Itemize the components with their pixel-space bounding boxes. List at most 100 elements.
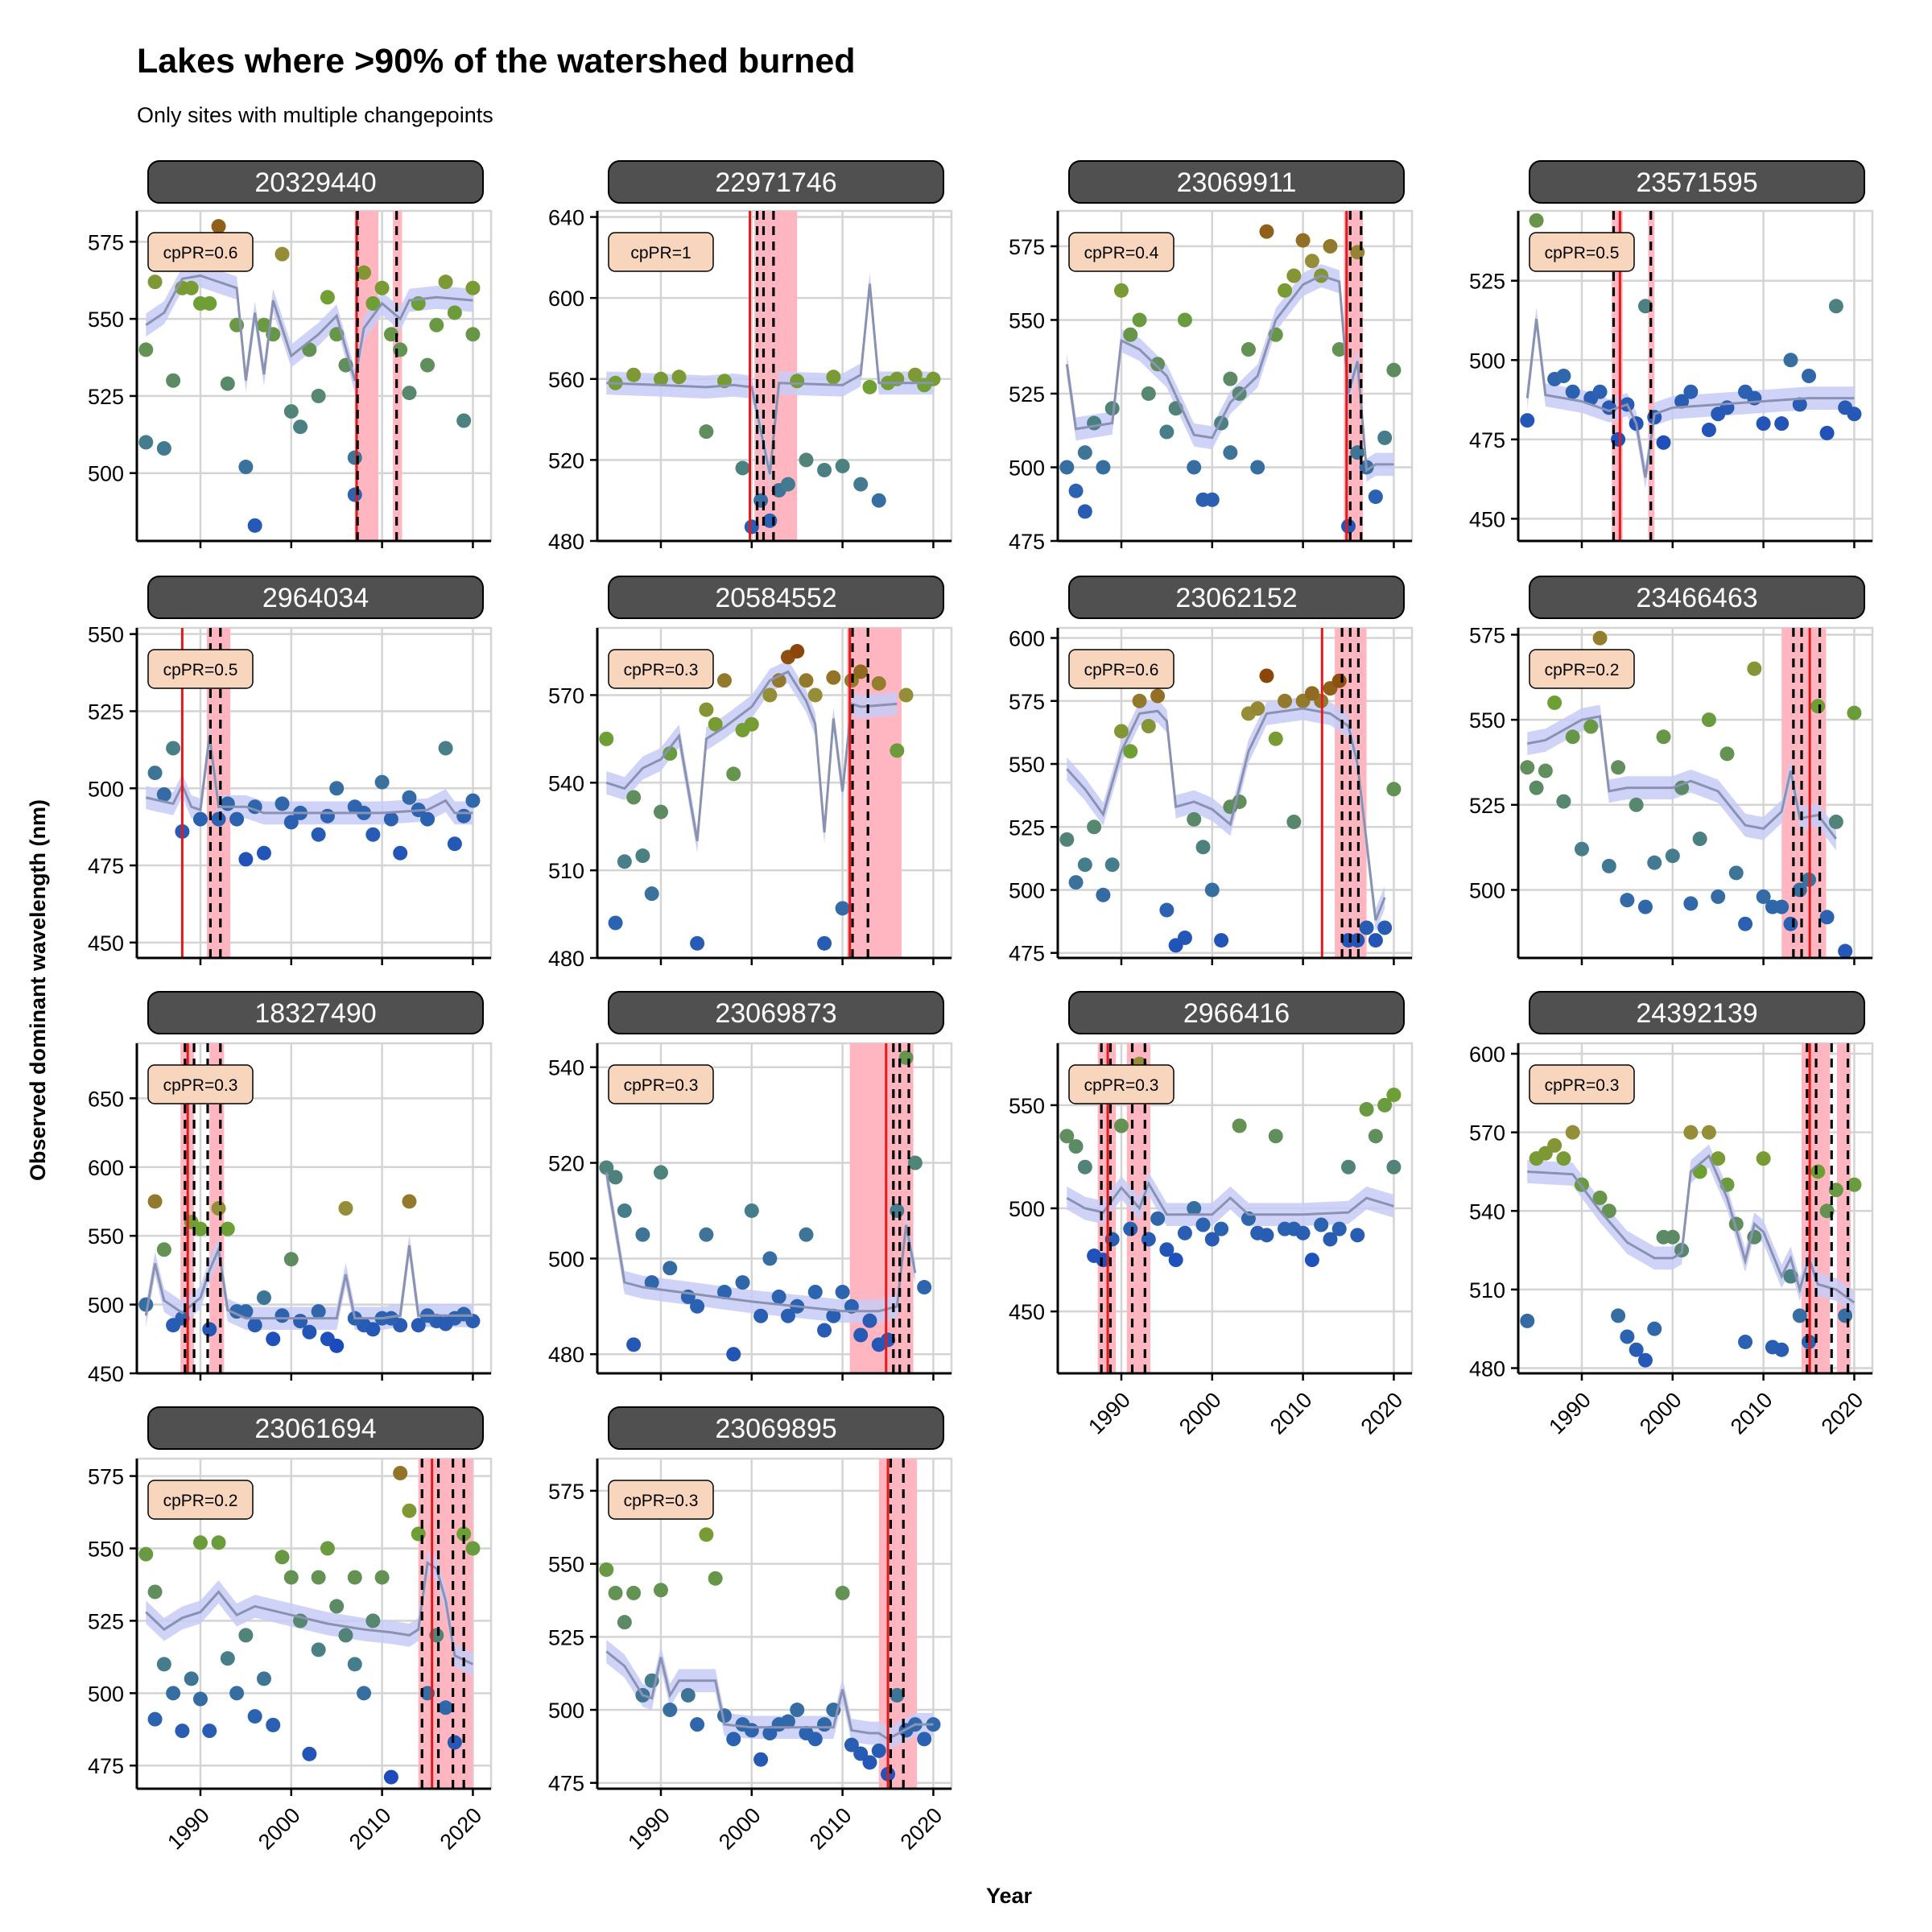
y-tick-label: 540: [548, 771, 584, 795]
y-tick-label: 575: [1009, 235, 1045, 259]
data-point: [1204, 1232, 1220, 1247]
data-point: [1747, 661, 1762, 676]
chart-subtitle: Only sites with multiple changepoints: [137, 103, 493, 127]
y-tick-label: 475: [88, 854, 124, 878]
data-point: [402, 790, 417, 805]
y-tick-label: 575: [548, 1480, 584, 1504]
data-point: [329, 1338, 345, 1353]
facet-strip: [147, 576, 484, 619]
y-tick-label: 550: [88, 308, 124, 332]
data-point: [357, 1686, 372, 1701]
data-point: [835, 1585, 850, 1600]
data-point: [744, 1203, 759, 1218]
trend-ribbon: [1067, 696, 1385, 932]
trend-ribbon: [606, 1161, 915, 1323]
data-point: [184, 280, 199, 295]
data-point: [826, 670, 841, 685]
facet-strip-label: 20584552: [715, 583, 836, 613]
data-point: [465, 1541, 481, 1556]
data-point: [1177, 1225, 1192, 1241]
data-point: [402, 1503, 417, 1518]
data-point: [147, 1584, 163, 1600]
data-point: [1838, 943, 1853, 959]
data-point: [365, 295, 381, 311]
data-point: [1683, 896, 1699, 911]
x-tick-label: 2020: [436, 1803, 487, 1855]
facet-strip-label: 18327490: [254, 998, 376, 1029]
y-tick-label: 575: [88, 1465, 124, 1489]
data-point: [799, 1227, 814, 1242]
data-point: [1259, 668, 1274, 683]
x-tick-label: 2020: [896, 1803, 947, 1855]
y-tick-label: 500: [88, 1682, 124, 1706]
data-point: [1386, 782, 1402, 797]
trend-line: [144, 1245, 473, 1320]
data-point: [1565, 729, 1580, 745]
facet-strip-label: 23069873: [715, 998, 836, 1029]
y-tick-label: 600: [1009, 627, 1045, 651]
data-point: [438, 1700, 453, 1715]
data-point: [447, 836, 462, 852]
data-point: [138, 435, 154, 450]
data-point: [690, 935, 705, 951]
y-tick-label: 550: [1009, 1094, 1045, 1118]
data-point: [1077, 1159, 1092, 1174]
y-tick-label: 525: [1469, 270, 1505, 294]
data-point: [617, 1203, 632, 1218]
data-point: [347, 1570, 362, 1585]
data-point: [393, 342, 408, 357]
facet-panel-23069895: 23069895 cpPR=0.3 475 500 525 550 575 1990 2000 2…: [548, 1406, 953, 1855]
data-point: [374, 774, 390, 790]
facet-strip-label: 23062152: [1175, 583, 1297, 613]
data-point: [1556, 1151, 1571, 1166]
data-point: [166, 741, 181, 756]
data-point: [1647, 855, 1662, 870]
data-point: [138, 1546, 154, 1562]
data-point: [447, 1735, 462, 1750]
trend-ribbon: [146, 264, 473, 393]
trend-line: [145, 735, 473, 815]
y-tick-label: 570: [548, 683, 584, 708]
data-point: [1847, 705, 1862, 720]
data-point: [635, 848, 650, 864]
data-point: [780, 477, 795, 492]
facet-panel-2966416: 2966416 cpPR=0.3 450 500 550 1990 2000 2010 2020: [1009, 991, 1414, 1439]
data-point: [1068, 875, 1084, 890]
data-point: [1711, 1151, 1726, 1166]
x-tick-label: 1990: [1084, 1388, 1135, 1439]
x-tick-label: 1990: [1544, 1388, 1596, 1439]
data-point: [626, 1585, 642, 1600]
data-point: [1123, 327, 1138, 342]
data-point: [853, 477, 869, 492]
y-tick-label: 480: [1469, 1356, 1505, 1381]
data-point: [817, 1323, 832, 1338]
data-point: [211, 811, 226, 827]
data-point: [293, 419, 308, 435]
data-point: [1377, 430, 1393, 445]
data-point: [1077, 857, 1092, 873]
data-point: [1104, 401, 1120, 416]
data-point: [293, 1314, 308, 1329]
data-point: [780, 1308, 795, 1323]
data-point: [635, 1227, 650, 1242]
data-point: [1592, 1190, 1608, 1205]
data-point: [907, 367, 923, 382]
data-point: [1802, 369, 1817, 383]
facet-strip: [1529, 576, 1865, 619]
data-point: [1223, 445, 1238, 460]
data-point: [420, 811, 436, 827]
data-point: [1187, 460, 1202, 475]
trend-line: [1066, 707, 1386, 921]
data-point: [917, 1732, 932, 1747]
trend-line: [605, 670, 898, 842]
y-tick-label: 600: [1469, 1042, 1505, 1067]
data-point: [1141, 719, 1156, 734]
y-tick-label: 600: [548, 287, 584, 311]
data-point: [1350, 1228, 1365, 1243]
data-point: [671, 369, 687, 385]
data-point: [1223, 371, 1238, 386]
data-point: [302, 1324, 317, 1340]
data-point: [438, 1316, 453, 1331]
data-point: [780, 1714, 795, 1729]
data-point: [1592, 384, 1608, 399]
